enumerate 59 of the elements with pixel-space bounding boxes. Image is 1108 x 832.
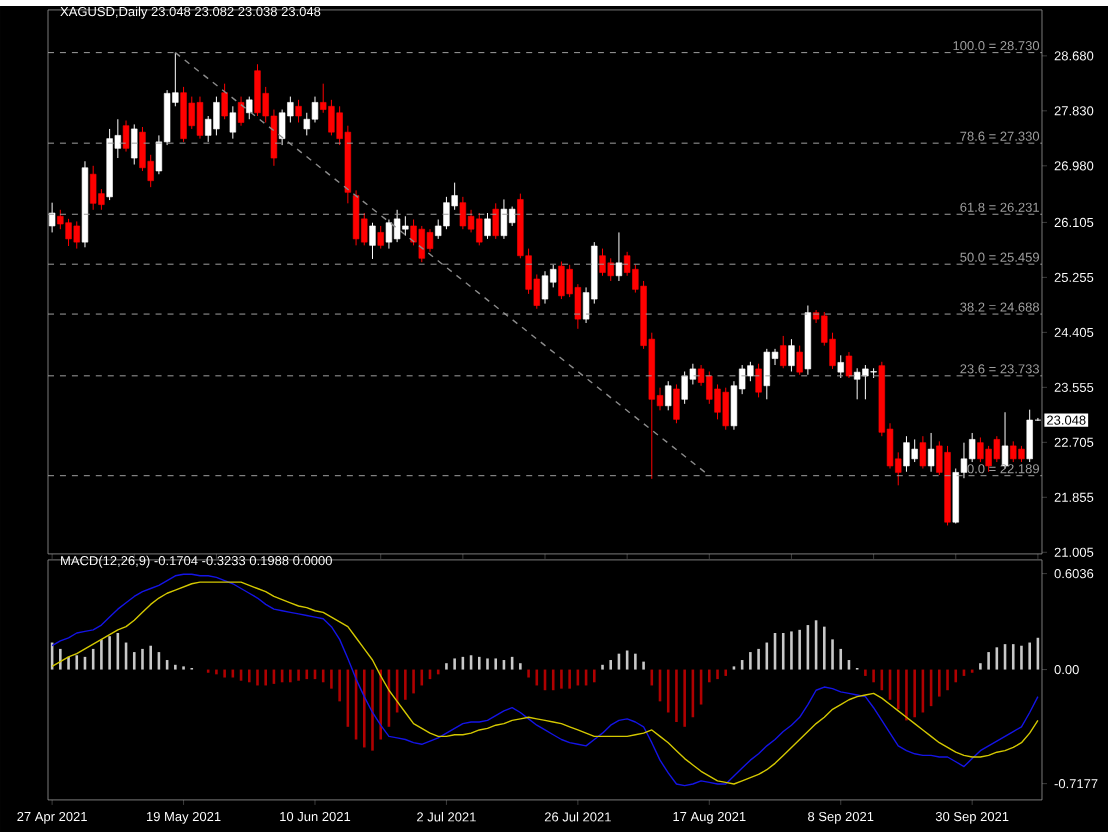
candlestick	[755, 363, 762, 398]
candlestick	[237, 96, 245, 127]
candlestick	[927, 432, 935, 473]
candlestick	[558, 261, 565, 300]
candlestick	[65, 218, 72, 247]
candlestick	[911, 438, 918, 463]
candlestick	[278, 109, 286, 146]
candlestick	[977, 437, 984, 463]
candlestick	[665, 380, 672, 411]
candlestick	[328, 99, 335, 136]
candlestick	[221, 83, 228, 120]
candlestick	[747, 361, 754, 382]
candlestick	[426, 228, 434, 253]
candlestick	[993, 435, 1000, 463]
candlestick	[180, 86, 187, 143]
candlestick	[853, 367, 861, 400]
candlestick	[311, 96, 319, 124]
candlestick	[484, 212, 491, 240]
candlestick	[385, 219, 393, 250]
candlestick	[352, 189, 360, 246]
candlestick	[837, 354, 844, 379]
candlestick	[780, 335, 787, 369]
candlestick	[295, 99, 302, 124]
candlestick	[862, 364, 869, 400]
candlestick	[443, 196, 450, 230]
candlestick	[393, 209, 401, 243]
candlestick	[254, 63, 261, 117]
candlestick	[369, 222, 376, 260]
candlestick	[476, 212, 483, 246]
candlestick	[1010, 440, 1017, 463]
candlestick	[90, 165, 97, 211]
candlestick	[673, 383, 680, 424]
candlestick	[500, 198, 508, 240]
candlestick	[681, 371, 688, 405]
candlestick	[541, 270, 549, 305]
candlestick	[492, 202, 499, 240]
candlestick	[131, 123, 138, 166]
candlestick	[788, 338, 795, 373]
candlestick	[903, 435, 910, 473]
candlestick	[122, 120, 130, 153]
candlestick	[796, 345, 803, 376]
candlestick	[459, 196, 467, 230]
candlestick	[615, 231, 623, 282]
candlestick	[1026, 409, 1033, 463]
candlestick	[599, 248, 606, 277]
candlestick	[229, 105, 237, 140]
candlestick	[402, 215, 409, 237]
candlestick	[73, 220, 80, 250]
candlestick	[706, 371, 713, 405]
candlestick	[845, 351, 853, 379]
candlestick	[213, 96, 220, 136]
candlestick	[722, 387, 729, 431]
candlestick	[246, 96, 253, 120]
candlestick	[377, 225, 384, 250]
candlestick	[985, 445, 992, 473]
candlestick	[919, 435, 927, 470]
candlestick	[714, 383, 721, 420]
candlestick	[48, 202, 56, 233]
candlestick	[196, 96, 204, 140]
